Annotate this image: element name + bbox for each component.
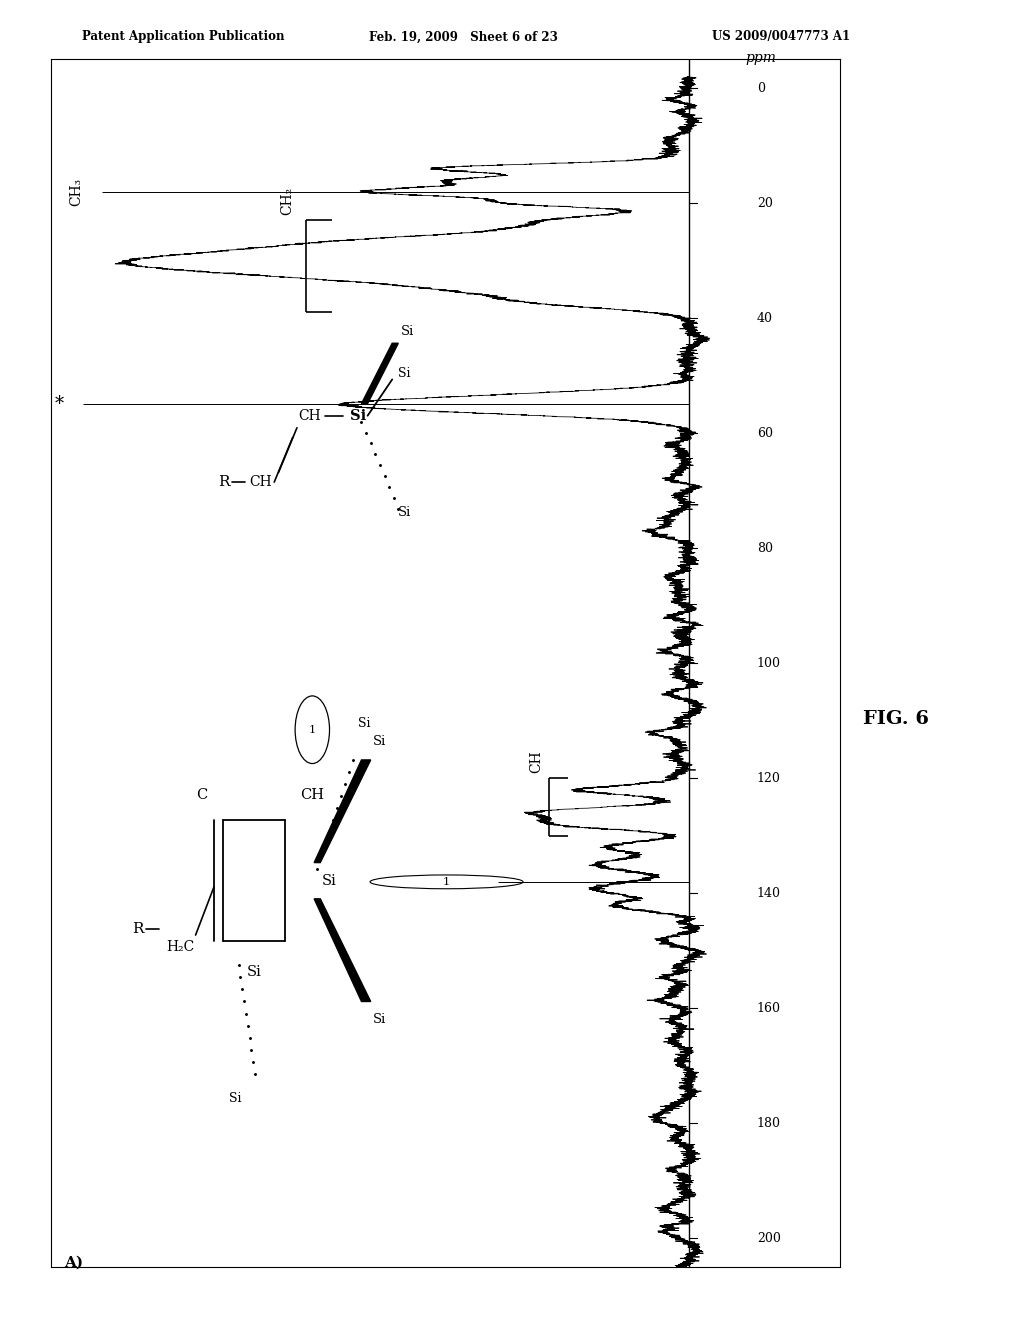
Text: R: R [132,921,143,936]
Text: Si: Si [374,735,386,748]
Text: A): A) [63,1255,83,1270]
Text: ppm: ppm [745,51,776,65]
Text: 100: 100 [757,657,780,669]
Text: CH₂: CH₂ [281,186,294,215]
Text: Si: Si [401,325,414,338]
Text: CH: CH [249,475,271,490]
Text: Si: Si [322,874,337,888]
Text: Feb. 19, 2009   Sheet 6 of 23: Feb. 19, 2009 Sheet 6 of 23 [369,30,557,44]
Text: Patent Application Publication: Patent Application Publication [82,30,285,44]
Text: Si: Si [398,367,411,380]
Text: 200: 200 [757,1232,780,1245]
Text: 40: 40 [757,312,773,325]
Text: 0: 0 [757,82,765,95]
Text: 1: 1 [443,876,451,887]
Text: Si: Si [229,1092,242,1105]
Text: 60: 60 [757,426,773,440]
Polygon shape [361,343,398,404]
Text: R: R [218,475,229,490]
Text: H₂C: H₂C [166,940,195,954]
Text: 140: 140 [757,887,780,900]
Polygon shape [314,760,371,862]
Text: C: C [197,788,208,803]
Text: Si: Si [358,717,371,730]
Text: *: * [55,396,63,413]
Text: CH: CH [300,788,324,803]
Text: 1: 1 [309,725,315,735]
Text: US 2009/0047773 A1: US 2009/0047773 A1 [712,30,850,44]
Text: CH: CH [528,750,543,772]
Text: 20: 20 [757,197,773,210]
Text: Si: Si [350,409,367,422]
Polygon shape [314,899,371,1002]
Text: FIG. 6: FIG. 6 [863,710,929,729]
Text: 80: 80 [757,541,773,554]
Text: Si: Si [247,965,261,979]
Text: Si: Si [398,506,411,519]
Text: 180: 180 [757,1117,780,1130]
Text: 160: 160 [757,1002,780,1015]
Text: CH: CH [298,409,321,422]
Text: 120: 120 [757,772,780,785]
Text: CH₃: CH₃ [69,178,83,206]
Text: Si: Si [374,1014,386,1026]
